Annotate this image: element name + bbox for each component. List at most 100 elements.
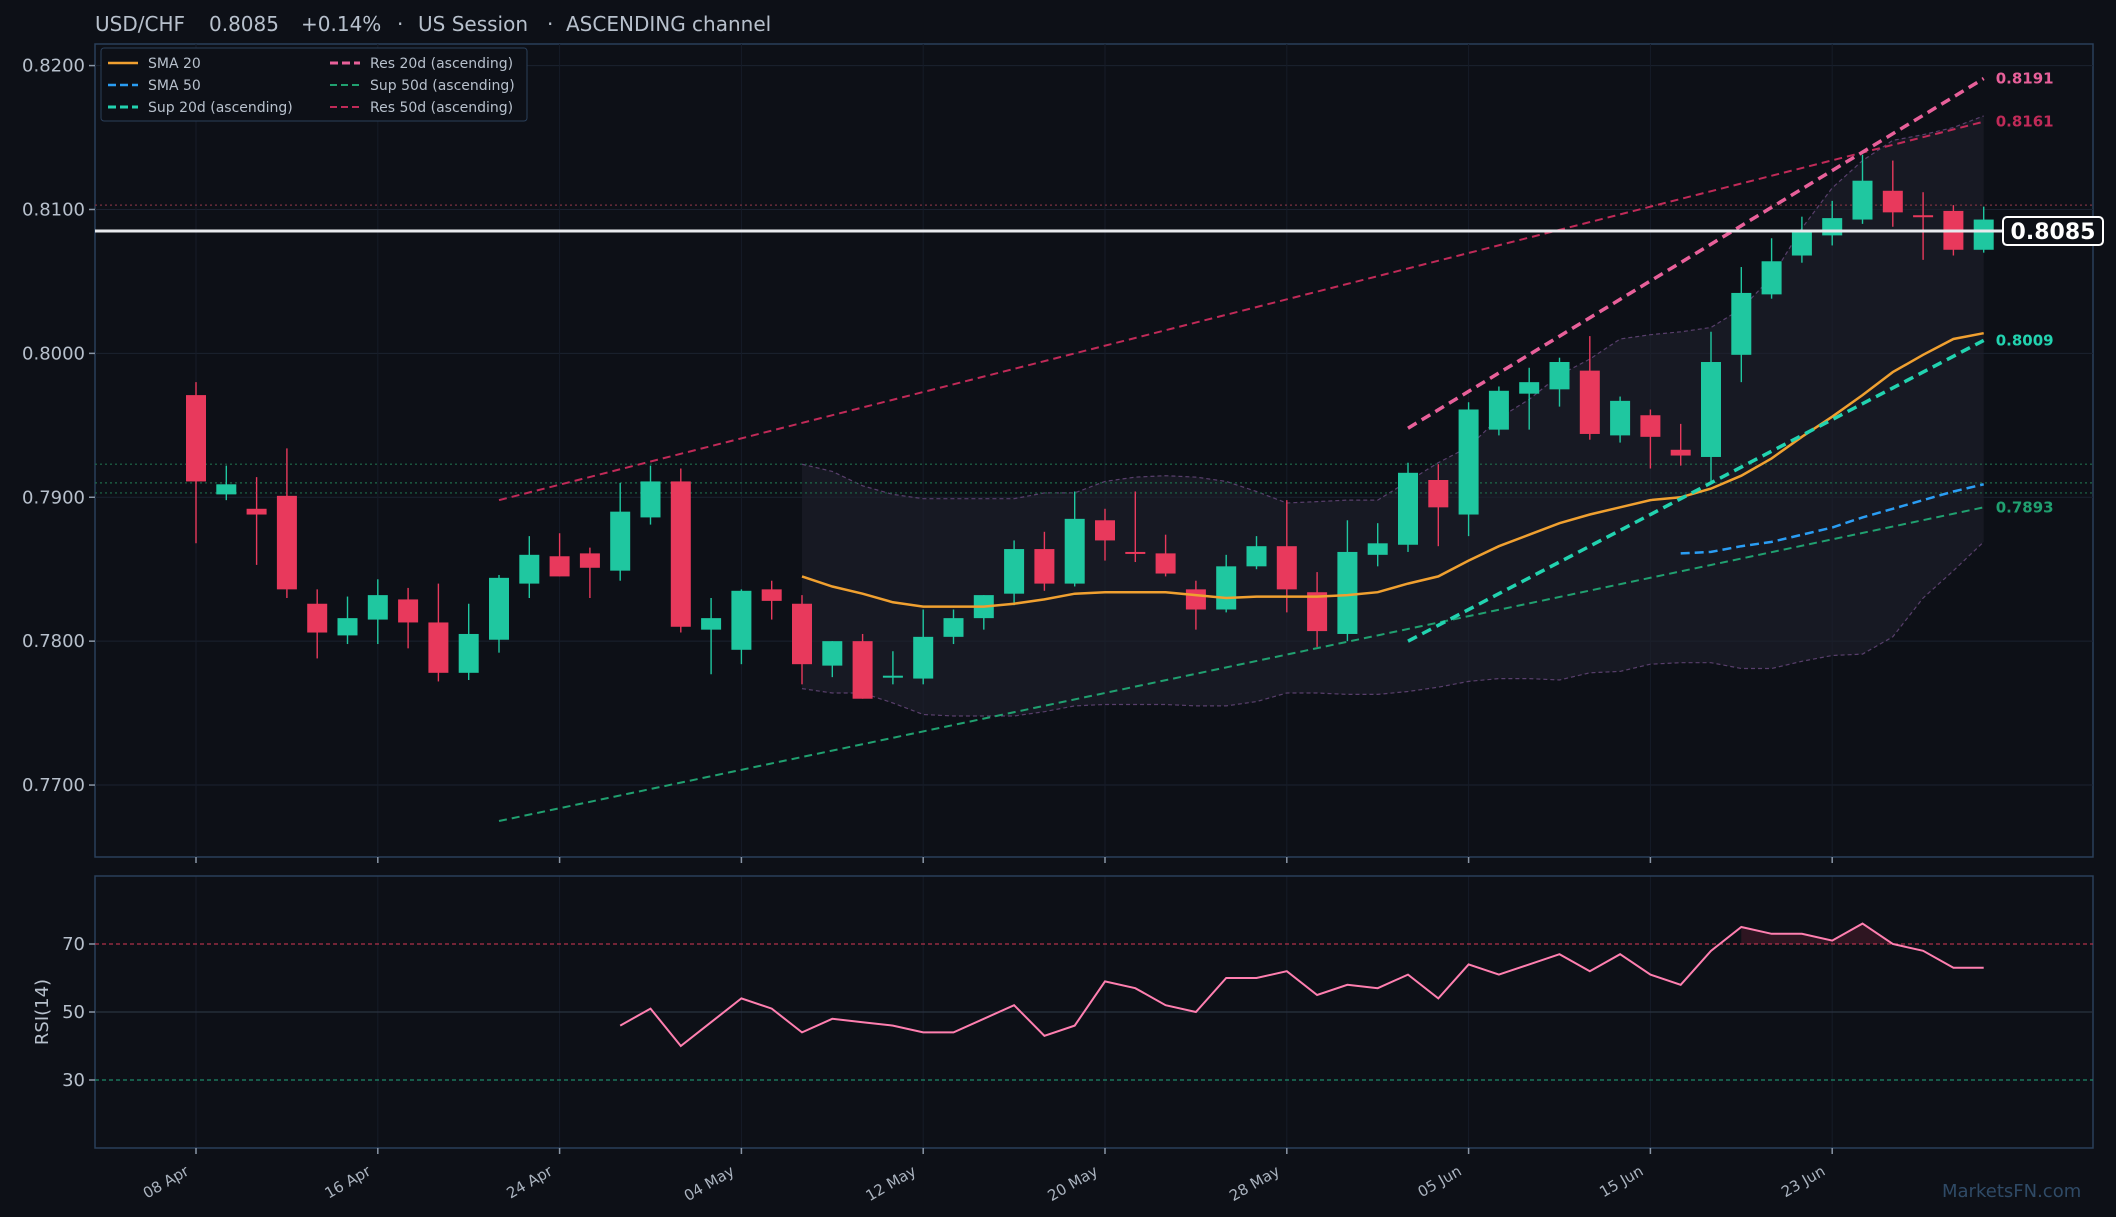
candle-body	[640, 481, 661, 518]
candle-body	[1610, 400, 1631, 436]
candle-body	[1428, 479, 1449, 508]
candle-body	[489, 577, 509, 640]
rsi-axis-label: RSI(14)	[32, 979, 53, 1045]
y-tick-label: 0.7700	[22, 775, 85, 796]
candle-body	[276, 495, 297, 590]
resistance-20d-line	[1407, 77, 1985, 430]
candle-body	[428, 622, 449, 673]
rsi-tick-label: 50	[62, 1002, 85, 1023]
level-label-sup50: 0.7893	[1996, 498, 2054, 516]
candle-body	[1367, 543, 1388, 555]
candle-body	[943, 618, 964, 637]
candle-body	[1852, 180, 1873, 220]
candle-body	[1731, 292, 1752, 355]
legend: SMA 20 Res 20d (ascending) SMA 50 Sup 50…	[100, 47, 528, 122]
legend-label: Sup 20d (ascending)	[148, 100, 293, 116]
candle-body	[1882, 190, 1903, 213]
candle-body	[1519, 382, 1540, 394]
last-price-tag	[2002, 216, 2104, 247]
candle-body	[852, 641, 873, 699]
header-session: US Session	[418, 12, 528, 36]
candle-body	[398, 599, 419, 623]
candle-body	[1791, 232, 1812, 256]
candle-body	[1488, 390, 1509, 430]
candle-body	[1004, 549, 1025, 594]
bollinger-band-fill	[802, 115, 1984, 716]
rsi-panel: 70 50 30 RSI(14)	[32, 875, 2094, 1149]
candle-body	[1216, 566, 1237, 610]
level-label-res50: 0.8161	[1996, 113, 2054, 131]
header-separator: ·	[397, 12, 403, 36]
candle-body	[246, 508, 267, 515]
candle-body	[1185, 589, 1206, 610]
candle-body	[1246, 546, 1267, 567]
header-separator: ·	[547, 12, 553, 36]
support-20d-line	[1407, 338, 1985, 643]
watermark: MarketsFN.com	[1942, 1181, 2081, 1202]
candle-body	[1670, 449, 1691, 456]
candle-body	[761, 589, 782, 601]
price-panel: 0.8200 0.8100 0.8000 0.7900 0.7800 0.7700 0.81…	[22, 43, 2104, 858]
candle-body	[1458, 409, 1479, 515]
candle-body	[1913, 215, 1934, 218]
y-tick-label: 0.7900	[22, 487, 85, 508]
candle-body	[1155, 553, 1176, 574]
candle-body	[1973, 219, 1994, 250]
candle-body	[1337, 551, 1358, 634]
rsi-line	[619, 922, 1984, 1048]
legend-box	[100, 47, 528, 122]
candle-body	[367, 595, 388, 620]
y-tick-label: 0.7800	[22, 631, 85, 652]
header-channel: ASCENDING channel	[566, 12, 771, 36]
candle-body	[1549, 362, 1570, 390]
legend-label: Res 20d (ascending)	[370, 56, 513, 72]
candle-body	[1064, 518, 1085, 584]
candle-body	[186, 395, 206, 482]
candle-body	[337, 618, 358, 636]
candle-body	[1701, 362, 1721, 457]
header-price: 0.8085	[209, 12, 279, 36]
bollinger-upper	[801, 115, 1984, 504]
legend-label: SMA 20	[148, 56, 201, 72]
header-pair: USD/CHF	[95, 12, 185, 36]
sma50-line	[1680, 483, 1984, 555]
level-label-res20: 0.8191	[1996, 70, 2054, 88]
y-tick-label: 0.8000	[22, 343, 85, 364]
level-label-sup20: 0.8009	[1996, 331, 2054, 349]
candle-body	[519, 554, 540, 584]
candle-body	[731, 590, 752, 650]
sma20-line	[801, 331, 1984, 608]
candle-body	[1276, 546, 1297, 590]
last-price-label: 0.8085	[2011, 220, 2096, 245]
candle-body	[1095, 520, 1115, 541]
candle-body	[307, 603, 328, 633]
rsi-tick-label: 30	[62, 1070, 85, 1091]
header-change: +0.14%	[301, 12, 381, 36]
candle-body	[610, 511, 631, 571]
candle-body	[792, 603, 812, 665]
candle-body	[1125, 551, 1146, 554]
legend-label: SMA 50	[148, 78, 201, 94]
candle-body	[458, 633, 479, 673]
resistance-50d-line	[498, 120, 1984, 502]
candle-body	[1034, 549, 1055, 584]
candle-body	[882, 675, 903, 678]
candle-body	[1822, 218, 1843, 236]
rsi-tick-label: 70	[62, 934, 85, 955]
candle-body	[913, 636, 934, 679]
candle-body	[701, 618, 722, 630]
support-50d-line	[498, 506, 1984, 823]
candle-body	[670, 481, 691, 627]
candle-body	[1640, 415, 1661, 437]
candle-body	[579, 553, 600, 568]
y-tick-label: 0.8200	[22, 56, 85, 77]
candle-body	[822, 641, 843, 666]
candle-body	[1579, 370, 1600, 434]
legend-label: Sup 50d (ascending)	[370, 78, 515, 94]
candle-body	[1398, 472, 1418, 545]
legend-label: Res 50d (ascending)	[370, 100, 513, 116]
bollinger-lower	[801, 541, 1985, 717]
y-tick-label: 0.8100	[22, 199, 85, 220]
candle-body	[1307, 592, 1328, 632]
